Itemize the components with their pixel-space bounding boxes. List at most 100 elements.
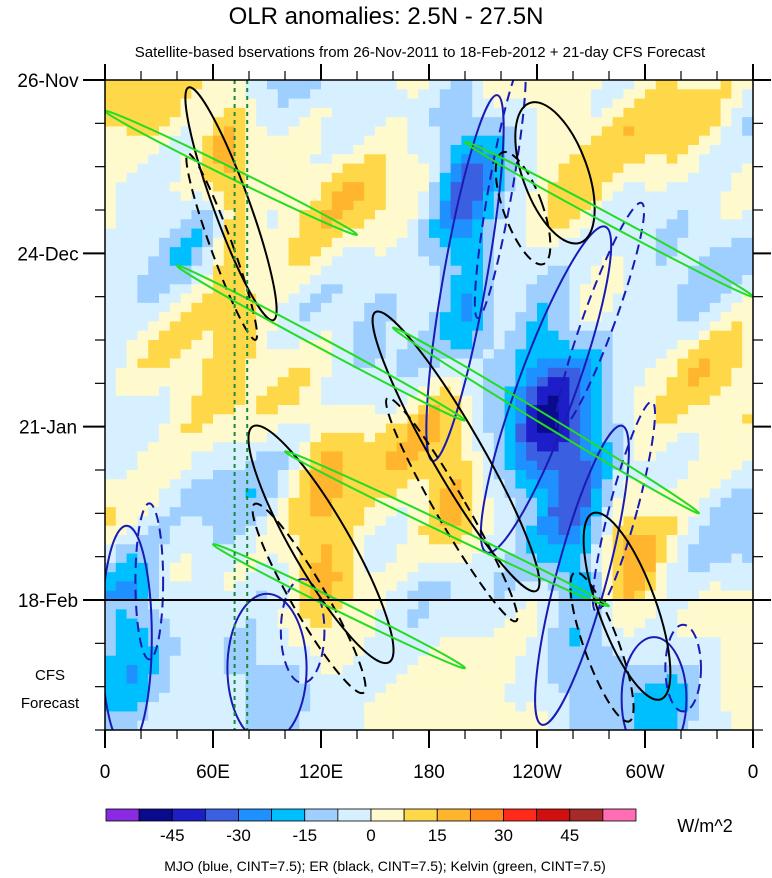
heatmap-cell <box>256 600 268 610</box>
heatmap-cell <box>126 497 138 508</box>
heatmap-cell <box>439 302 452 313</box>
heatmap-cell <box>537 228 549 239</box>
heatmap-cell <box>234 525 246 536</box>
heatmap-cell <box>666 497 678 508</box>
heatmap-cell <box>439 702 452 713</box>
heatmap-cell <box>385 423 398 434</box>
heatmap-cell <box>321 562 333 573</box>
heatmap-cell <box>396 470 408 480</box>
heatmap-cell <box>688 247 700 258</box>
heatmap-cell <box>461 135 473 146</box>
heatmap-cell <box>277 98 290 109</box>
heatmap-cell <box>321 665 333 675</box>
heatmap-cell <box>612 265 624 276</box>
heatmap-cell <box>699 80 711 90</box>
heatmap-cell <box>720 702 732 713</box>
heatmap-cell <box>580 470 592 480</box>
heatmap-cell <box>223 488 236 499</box>
heatmap-cell <box>245 600 257 610</box>
heatmap-cell <box>159 562 171 573</box>
heatmap-cell <box>580 228 592 239</box>
heatmap-cell <box>504 312 516 323</box>
heatmap-cell <box>375 414 387 425</box>
heatmap-cell <box>310 553 322 564</box>
heatmap-cell <box>331 219 344 230</box>
heatmap-cell <box>601 312 614 323</box>
heatmap-cell <box>342 470 354 480</box>
heatmap-cell <box>288 312 300 323</box>
heatmap-cell <box>375 210 387 220</box>
heatmap-cell <box>537 154 549 165</box>
heatmap-cell <box>720 488 732 499</box>
heatmap-cell <box>612 284 624 295</box>
heatmap-cell <box>321 525 333 536</box>
heatmap-cell <box>612 145 624 155</box>
heatmap-cell <box>321 507 333 518</box>
heatmap-cell <box>429 247 441 258</box>
heatmap-cell <box>623 293 635 304</box>
heatmap-cell <box>720 562 732 573</box>
heatmap-cell <box>634 692 646 703</box>
heatmap-cell <box>267 553 279 564</box>
heatmap-cell <box>439 683 452 694</box>
heatmap-cell <box>267 470 279 480</box>
heatmap-cell <box>731 377 743 388</box>
heatmap-cell <box>742 219 753 230</box>
heatmap-cell <box>321 312 333 323</box>
heatmap-cell <box>353 107 365 118</box>
heatmap-cell <box>396 609 408 620</box>
heatmap-cell <box>526 386 538 397</box>
heatmap-cell <box>353 423 365 434</box>
heatmap-cell <box>612 479 624 490</box>
heatmap-cell <box>288 581 300 592</box>
heatmap-cell <box>483 275 495 285</box>
heatmap-cell <box>353 451 365 462</box>
heatmap-cell <box>645 655 657 666</box>
heatmap-cell <box>418 479 430 490</box>
heatmap-cell <box>504 581 516 592</box>
heatmap-cell <box>699 312 711 323</box>
heatmap-cell <box>375 172 387 183</box>
heatmap-cell <box>472 637 484 648</box>
heatmap-cell <box>407 126 419 137</box>
heatmap-cell <box>418 702 430 713</box>
heatmap-cell <box>461 321 473 332</box>
heatmap-cell <box>645 553 657 564</box>
heatmap-cell <box>666 330 678 341</box>
contour-caption: MJO (blue, CINT=7.5); ER (black, CINT=7.… <box>164 858 606 874</box>
heatmap-cell <box>439 432 452 443</box>
heatmap-cell <box>655 544 668 555</box>
heatmap-cell <box>634 145 646 155</box>
heatmap-cell <box>364 544 376 555</box>
heatmap-cell <box>267 219 279 230</box>
heatmap-cell <box>515 600 527 610</box>
heatmap-cell <box>353 367 365 378</box>
heatmap-cell <box>353 507 365 518</box>
heatmap-cell <box>731 720 743 730</box>
heatmap-cell <box>493 154 506 165</box>
heatmap-cell <box>645 405 657 415</box>
heatmap-cell <box>321 637 333 648</box>
heatmap-cell <box>688 655 700 666</box>
heatmap-cell <box>364 581 376 592</box>
heatmap-cell <box>126 525 138 536</box>
heatmap-cell <box>299 405 311 415</box>
heatmap-cell <box>526 163 538 174</box>
heatmap-cell <box>547 312 560 323</box>
heatmap-cell <box>202 182 214 193</box>
heatmap-cell <box>245 80 257 90</box>
heatmap-cell <box>655 423 668 434</box>
heatmap-cell <box>234 321 246 332</box>
heatmap-cell <box>191 256 203 267</box>
heatmap-cell <box>299 553 311 564</box>
heatmap-cell <box>655 562 668 573</box>
heatmap-cell <box>321 432 333 443</box>
heatmap-cell <box>299 135 311 146</box>
heatmap-cell <box>699 275 711 285</box>
heatmap-cell <box>407 107 419 118</box>
heatmap-cell <box>461 711 473 722</box>
heatmap-cell <box>569 479 581 490</box>
heatmap-cell <box>493 627 506 638</box>
heatmap-cell <box>137 488 149 499</box>
heatmap-cell <box>699 163 711 174</box>
